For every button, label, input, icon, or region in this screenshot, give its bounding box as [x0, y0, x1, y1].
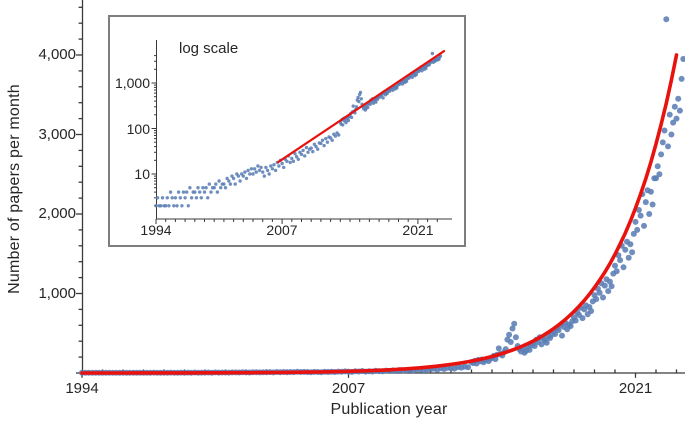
x-axis-title: Publication year	[330, 401, 448, 418]
y-tick-label-4000: 4,000	[38, 46, 76, 63]
fit-curve-main	[80, 53, 679, 375]
inset-x-tick-label-1994: 1994	[140, 222, 172, 238]
x-tick-label-1994: 1994	[65, 380, 99, 397]
inset-x-tick-label-2007: 2007	[266, 222, 298, 238]
y-axis-title: Number of papers per month	[6, 84, 23, 294]
inset-panel	[108, 15, 466, 247]
inset-y-tick-label-10: 10	[134, 166, 150, 182]
y-tick-label-2000: 2,000	[38, 205, 76, 222]
x-tick-label-2007: 2007	[331, 380, 366, 397]
inset-log-scale-label: log scale	[179, 40, 239, 57]
fit-line-inset	[277, 49, 446, 164]
inset-y-tick-label-100: 100	[126, 120, 150, 137]
x-tick-label-2021: 2021	[618, 380, 653, 397]
y-tick-label-1000: 1,000	[38, 284, 76, 302]
y-tick-label-3000: 3,000	[38, 125, 76, 143]
inset-x-tick-label-2021: 2021	[402, 222, 434, 238]
inset-y-tick-label-1000: 1,000	[114, 75, 150, 91]
